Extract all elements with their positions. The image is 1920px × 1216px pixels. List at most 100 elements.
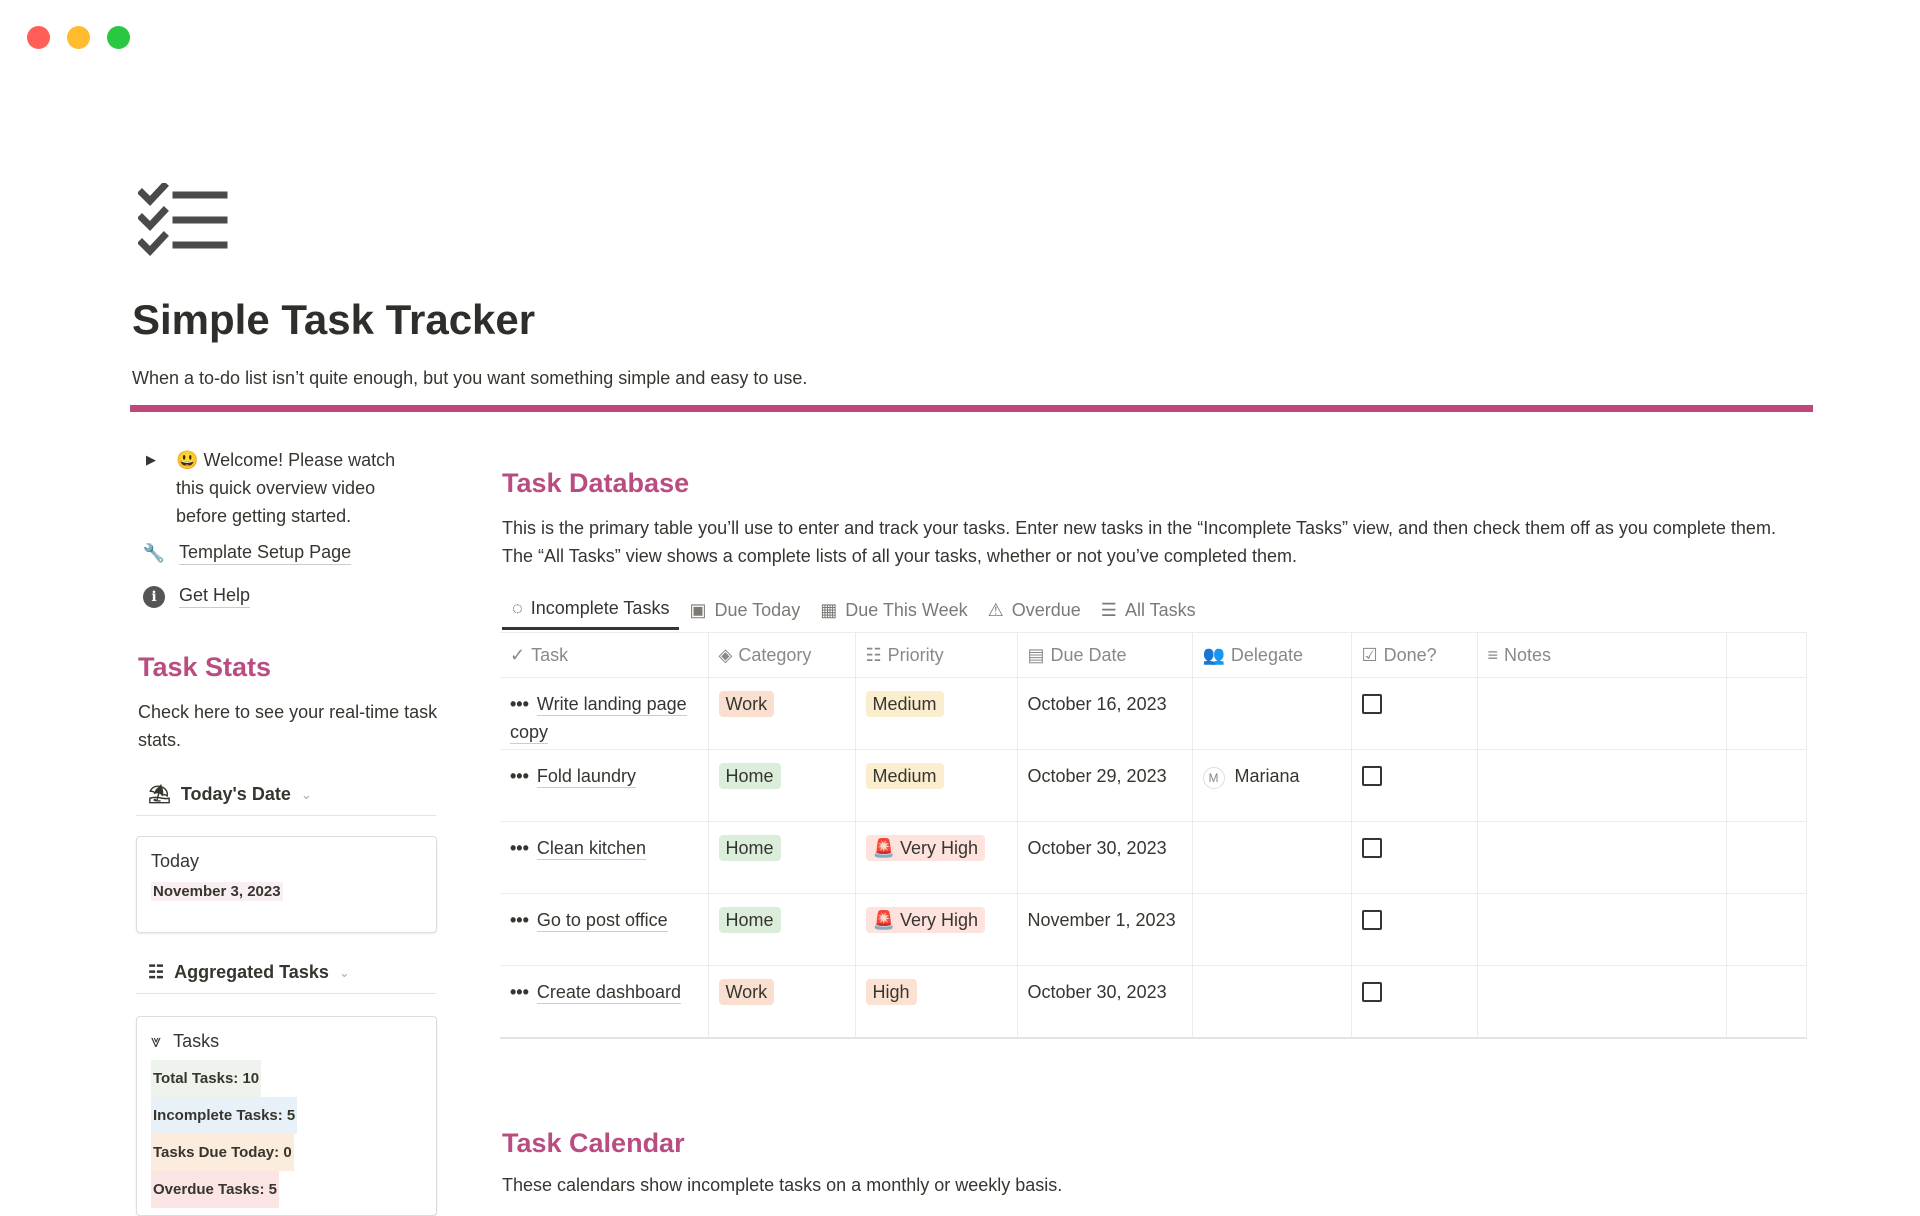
column-header-notes[interactable]: ≡ Notes xyxy=(1477,632,1727,678)
due-date-cell[interactable]: October 30, 2023 xyxy=(1017,821,1193,894)
aggregated-tasks-view[interactable]: ☷ Aggregated Tasks ⌄ xyxy=(136,952,436,994)
column-header-done[interactable]: ☑ Done? xyxy=(1351,632,1478,678)
delegate-cell[interactable] xyxy=(1192,821,1352,894)
notes-cell[interactable] xyxy=(1477,893,1727,966)
priority-cell[interactable]: 🚨 Very High xyxy=(855,821,1018,894)
priority-tag: 🚨 Very High xyxy=(865,835,985,861)
maximize-button[interactable] xyxy=(107,26,130,49)
task-cell[interactable]: ••• Create dashboard xyxy=(500,965,709,1039)
more-icon[interactable]: ••• xyxy=(510,982,529,1002)
delegate-cell[interactable] xyxy=(1192,965,1352,1039)
done-checkbox[interactable] xyxy=(1361,766,1382,786)
category-tag: Work xyxy=(718,979,775,1005)
today-label: Today xyxy=(151,851,200,871)
more-icon[interactable]: ••• xyxy=(510,838,529,858)
list-icon: ☷ xyxy=(865,644,882,665)
list-icon: ☰ xyxy=(1100,599,1117,620)
todays-date-view[interactable]: ⛱ Today's Date ⌄ xyxy=(136,774,436,816)
table-row[interactable]: ••• Fold laundry Home Medium October 29, … xyxy=(500,749,1807,822)
priority-cell[interactable]: Medium xyxy=(855,749,1018,822)
done-checkbox[interactable] xyxy=(1361,982,1382,1002)
category-cell[interactable]: Home xyxy=(708,893,856,966)
tab-due-this-week[interactable]: ▦ Due This Week xyxy=(820,599,968,620)
column-header-category[interactable]: ◈ Category xyxy=(708,632,856,678)
get-help-link[interactable]: i Get Help xyxy=(143,585,251,608)
priority-tag: 🚨 Very High xyxy=(865,907,985,933)
due-date-cell[interactable]: October 29, 2023 xyxy=(1017,749,1193,822)
checklist-icon xyxy=(138,183,228,257)
column-header-task[interactable]: ✓ Task xyxy=(500,632,709,678)
category-cell[interactable]: Home xyxy=(708,749,856,822)
more-icon[interactable]: ••• xyxy=(510,694,529,714)
table-row[interactable]: ••• Clean kitchen Home 🚨 Very High Octobe… xyxy=(500,821,1807,894)
done-checkbox[interactable] xyxy=(1361,838,1382,858)
delegate-cell[interactable] xyxy=(1192,893,1352,966)
task-stats-heading: Task Stats xyxy=(138,652,272,682)
category-cell[interactable]: Work xyxy=(708,677,856,750)
tab-incomplete-tasks[interactable]: ◌ Incomplete Tasks xyxy=(502,590,680,630)
done-cell xyxy=(1351,821,1478,894)
task-cell[interactable]: ••• Go to post office xyxy=(500,893,709,966)
more-icon[interactable]: ••• xyxy=(510,766,529,786)
priority-cell[interactable]: Medium xyxy=(855,677,1018,750)
tasks-card[interactable]: ⩔ Tasks Total Tasks: 10 Incomplete Tasks:… xyxy=(136,1016,437,1216)
today-card[interactable]: Today November 3, 2023 xyxy=(136,836,437,933)
task-name[interactable]: Create dashboard xyxy=(536,982,682,1004)
tab-overdue[interactable]: ⚠ Overdue xyxy=(987,599,1081,620)
priority-tag: Medium xyxy=(865,691,944,717)
task-cell[interactable]: ••• Write landing page copy xyxy=(500,677,709,750)
table-row[interactable]: ••• Go to post office Home 🚨 Very High No… xyxy=(500,893,1807,966)
template-setup-link[interactable]: 🔧 Template Setup Page xyxy=(142,542,352,565)
priority-cell[interactable]: 🚨 Very High xyxy=(855,893,1018,966)
done-checkbox[interactable] xyxy=(1361,694,1382,714)
stat-overdue: Overdue Tasks: 5 xyxy=(151,1171,279,1208)
column-header-priority[interactable]: ☷ Priority xyxy=(855,632,1018,678)
calendar-icon: ▤ xyxy=(1027,644,1045,665)
category-cell[interactable]: Work xyxy=(708,965,856,1039)
table-row[interactable]: ••• Write landing page copy Work Medium O… xyxy=(500,677,1807,750)
task-name[interactable]: Go to post office xyxy=(536,910,668,932)
welcome-toggle[interactable]: ▶ 😃 Welcome! Please watch this quick ove… xyxy=(146,446,436,530)
task-name[interactable]: Write landing page copy xyxy=(510,694,687,744)
task-cell[interactable]: ••• Clean kitchen xyxy=(500,821,709,894)
delegate-cell[interactable] xyxy=(1192,677,1352,750)
priority-cell[interactable]: High xyxy=(855,965,1018,1039)
divider xyxy=(130,405,1813,412)
stat-total: Total Tasks: 10 xyxy=(151,1060,262,1097)
check-icon: ✓ xyxy=(510,644,526,665)
dashed-circle-icon: ◌ xyxy=(512,598,523,618)
table-icon: ☷ xyxy=(148,962,165,982)
text-icon: ≡ xyxy=(1487,644,1499,665)
due-date-cell[interactable]: October 16, 2023 xyxy=(1017,677,1193,750)
stat-incomplete: Incomplete Tasks: 5 xyxy=(151,1097,298,1134)
notes-cell[interactable] xyxy=(1477,749,1727,822)
minimize-button[interactable] xyxy=(67,26,90,49)
notes-cell[interactable] xyxy=(1477,965,1727,1039)
task-cell[interactable]: ••• Fold laundry xyxy=(500,749,709,822)
task-name[interactable]: Fold laundry xyxy=(536,766,636,788)
due-date-cell[interactable]: October 30, 2023 xyxy=(1017,965,1193,1039)
siren-icon: 🚨 xyxy=(872,910,895,930)
done-cell xyxy=(1351,749,1478,822)
delegate-cell[interactable]: M Mariana xyxy=(1192,749,1352,822)
due-date-cell[interactable]: November 1, 2023 xyxy=(1017,893,1193,966)
notes-cell[interactable] xyxy=(1477,821,1727,894)
tab-due-today[interactable]: ▣ Due Today xyxy=(689,599,801,620)
calendar-week-icon: ▦ xyxy=(820,599,838,620)
done-checkbox[interactable] xyxy=(1361,910,1382,930)
close-button[interactable] xyxy=(27,26,50,49)
more-icon[interactable]: ••• xyxy=(510,910,529,930)
info-icon: i xyxy=(143,585,165,608)
double-chevron-icon: ⩔ xyxy=(151,1031,162,1051)
tab-all-tasks[interactable]: ☰ All Tasks xyxy=(1100,599,1196,620)
stat-due-today: Tasks Due Today: 0 xyxy=(151,1134,294,1171)
done-cell xyxy=(1351,965,1478,1039)
column-header-due-date[interactable]: ▤ Due Date xyxy=(1017,632,1193,678)
task-name[interactable]: Clean kitchen xyxy=(536,838,646,860)
notes-cell[interactable] xyxy=(1477,677,1727,750)
task-calendar-heading: Task Calendar xyxy=(502,1128,685,1158)
category-tag: Home xyxy=(718,907,781,933)
column-header-delegate[interactable]: 👥 Delegate xyxy=(1192,632,1352,678)
category-cell[interactable]: Home xyxy=(708,821,856,894)
table-row[interactable]: ••• Create dashboard Work High October 30… xyxy=(500,965,1807,1039)
